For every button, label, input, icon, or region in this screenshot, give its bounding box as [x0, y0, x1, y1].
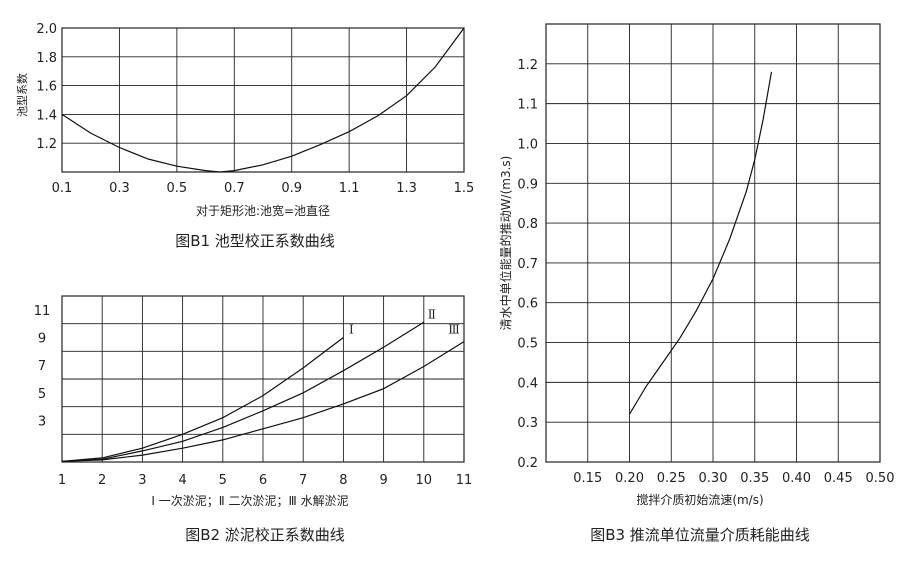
b2-x-tick-label: 7	[299, 473, 307, 488]
b2-x-tick-label: 6	[259, 473, 267, 488]
b2-x-tick-label: 5	[219, 473, 227, 488]
b1-y-ticks: 1.2 1.4 1.6 1.8 2.0	[36, 22, 57, 152]
b3-y-tick-label: 1.1	[517, 98, 538, 113]
b2-y-tick-label: 11	[34, 304, 51, 319]
b3-y-ticks: 0.2 0.3 0.4 0.5 0.6 0.7 0.8 0.9 1.0 1.1 1.2	[517, 58, 538, 471]
b2-x-tick-label: 1	[58, 473, 66, 488]
b2-caption: 图B2 淤泥校正系数曲线	[185, 526, 345, 544]
b3-x-tick-label: 0.20	[615, 471, 644, 486]
b1-x-tick-label: 1.3	[396, 181, 417, 196]
b2-y-tick-label: 9	[38, 332, 46, 347]
b1-x-tick-label: 0.5	[167, 181, 188, 196]
b2-y-tick-label: 3	[38, 415, 46, 430]
b1-x-tick-label: 0.1	[52, 181, 73, 196]
b1-x-tick-label: 0.7	[224, 181, 245, 196]
b1-y-tick-label: 1.6	[36, 80, 57, 95]
b2-x-tick-label: 11	[456, 473, 473, 488]
b2-series-label-2: Ⅱ	[428, 307, 436, 321]
b3-x-tick-label: 0.45	[824, 471, 853, 486]
b2-curve-2	[61, 321, 425, 462]
b1-x-tick-label: 0.3	[109, 181, 130, 196]
b3-x-tick-label: 0.40	[782, 471, 811, 486]
b1-curve	[61, 27, 465, 173]
b3-x-tick-label: 0.30	[699, 471, 728, 486]
b2-x-tick-label: 10	[416, 473, 433, 488]
chart-b3: 0.15 0.20 0.25 0.30 0.35 0.40 0.45 0.50 0.20.30…	[498, 23, 894, 544]
b3-y-tick-label: 0.7	[517, 257, 538, 272]
b2-curve-1	[61, 337, 344, 462]
b3-y-tick-label: 1.2	[517, 58, 538, 73]
b1-x-tick-label: 1.5	[454, 181, 475, 196]
b3-x-tick-label: 0.15	[573, 471, 602, 486]
b2-plot-frame	[61, 295, 465, 463]
b3-x-tick-label: 0.35	[740, 471, 769, 486]
b3-y-tick-label: 0.6	[517, 297, 538, 312]
b1-plot-frame	[61, 27, 465, 173]
b2-x-tick-label: 4	[178, 473, 186, 488]
b3-x-ticks: 0.15 0.20 0.25 0.30 0.35 0.40 0.45 0.50	[573, 471, 894, 486]
b3-y-tick-label: 0.2	[517, 456, 538, 471]
b3-y-tick-label: 1.0	[517, 137, 538, 152]
b3-plot-frame	[545, 23, 881, 463]
chart-b1: 0.1 0.3 0.5 0.7 0.9 1.1 1.3 1.5 1.2 1.4 1.6 1.8 2.0…	[15, 22, 474, 250]
b2-y-ticks: 3 5 7 9 11	[34, 304, 51, 430]
b1-grid	[62, 28, 464, 172]
b1-x-tick-label: 1.1	[339, 181, 360, 196]
b1-x-tick-label: 0.9	[281, 181, 302, 196]
b3-y-tick-label: 0.5	[517, 337, 538, 352]
b2-x-axis-label: Ⅰ 一次淤泥；Ⅱ 二次淤泥；Ⅲ 水解淤泥	[151, 494, 348, 508]
b1-x-axis-label: 对于矩形池:池宽=池直径	[196, 203, 330, 218]
b3-y-tick-label: 0.8	[517, 217, 538, 232]
b1-caption: 图B1 池型校正系数曲线	[175, 232, 335, 250]
b2-x-tick-label: 8	[339, 473, 347, 488]
b3-x-tick-label: 0.50	[866, 471, 895, 486]
b1-y-tick-label: 1.8	[36, 51, 57, 66]
b2-y-tick-label: 5	[38, 387, 46, 402]
b2-curves	[61, 321, 465, 462]
b3-y-axis-label: 清水中单位能量的推动W/(m3.s)	[498, 156, 513, 331]
b2-series-label-3: Ⅲ	[448, 323, 460, 337]
b1-y-axis-label: 池型系数	[15, 73, 29, 117]
b2-x-ticks: 1 2 3 4 5 6 7 8 9 10 11	[58, 473, 472, 488]
b3-y-tick-label: 0.4	[517, 376, 538, 391]
b3-grid	[546, 24, 880, 462]
b3-y-tick-label: 0.3	[517, 416, 538, 431]
b2-x-tick-label: 9	[379, 473, 387, 488]
b2-grid	[62, 296, 464, 462]
b1-y-tick-label: 2.0	[36, 22, 57, 37]
b2-x-tick-label: 2	[98, 473, 106, 488]
b3-caption: 图B3 推流单位流量介质耗能曲线	[590, 526, 810, 544]
b1-y-tick-label: 1.4	[36, 108, 57, 123]
b3-y-tick-label: 0.9	[517, 177, 538, 192]
b2-curve-3	[61, 341, 465, 462]
b1-x-ticks: 0.1 0.3 0.5 0.7 0.9 1.1 1.3 1.5	[52, 181, 475, 196]
b3-x-axis-label: 搅拌介质初始流速(m/s)	[636, 492, 763, 507]
b3-curve	[628, 71, 773, 415]
b3-x-tick-label: 0.25	[657, 471, 686, 486]
b1-y-tick-label: 1.2	[36, 137, 57, 152]
b2-series-label-1: Ⅰ	[349, 323, 354, 337]
b2-y-tick-label: 7	[38, 359, 46, 374]
b2-x-tick-label: 3	[138, 473, 146, 488]
